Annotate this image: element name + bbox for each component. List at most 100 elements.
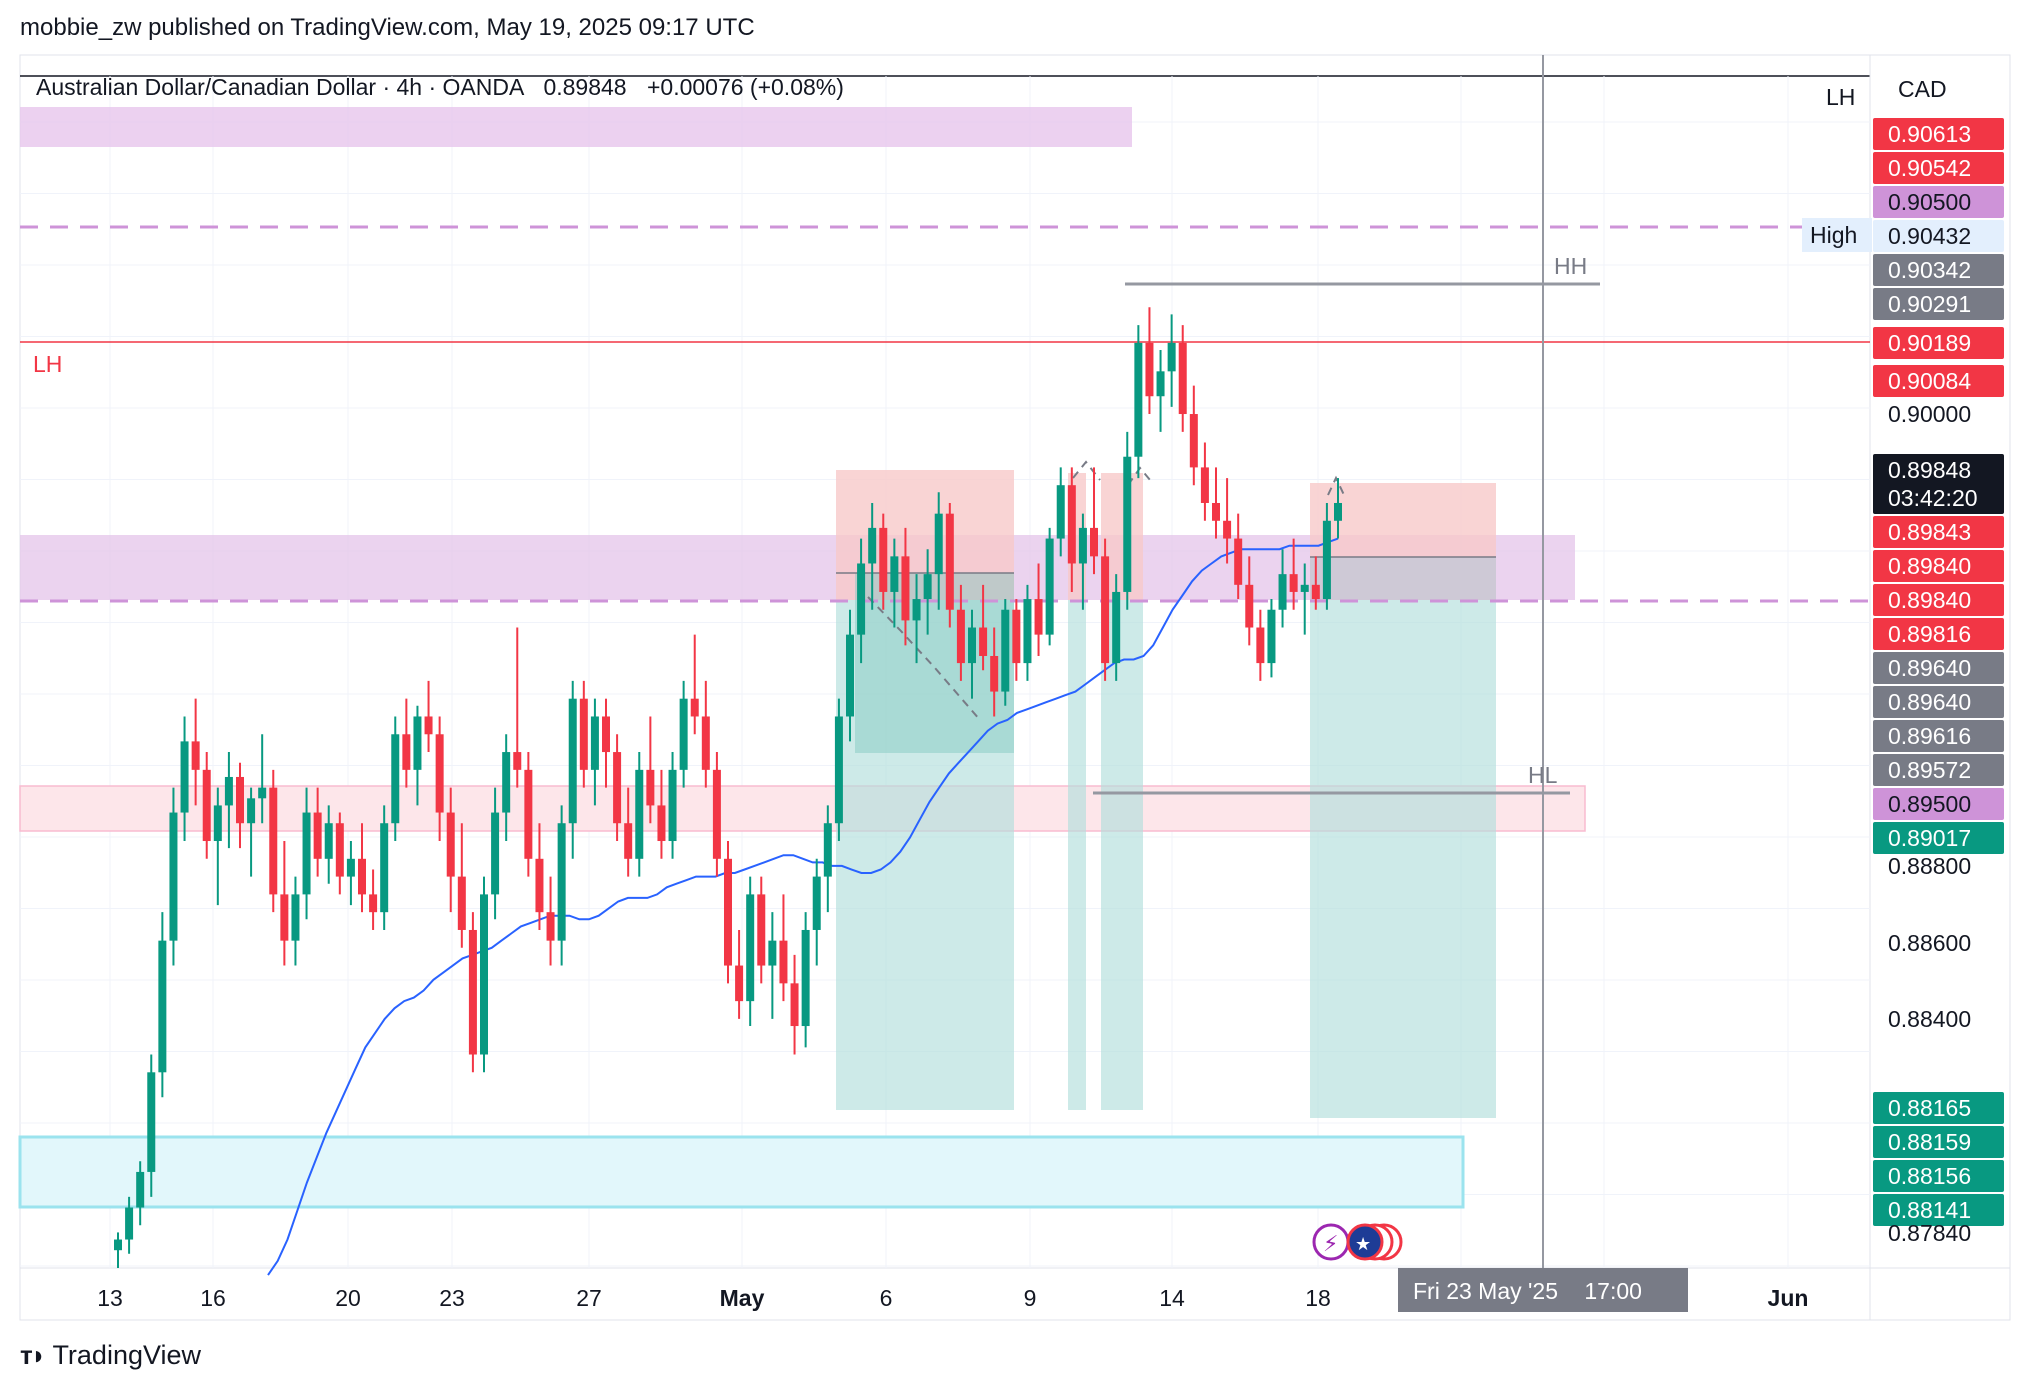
candle-body-32 <box>468 929 477 1055</box>
legend-change: +0.00076 (+0.08%) <box>647 74 844 100</box>
flag-icon-au[interactable] <box>1346 1223 1384 1261</box>
price-tag-bg-7 <box>1873 365 2004 397</box>
lightning-glyph: ⚡ <box>1323 1231 1338 1256</box>
price-tag-bg-4 <box>1873 254 2004 286</box>
tradingview-brand: TradingView <box>52 1340 202 1370</box>
price-tag-13: 0.89816 <box>1888 621 1971 647</box>
price-tag-14: 0.89640 <box>1888 655 1971 681</box>
candle-body-80 <box>1001 609 1010 692</box>
candle-body-100 <box>1223 520 1232 539</box>
price-tag-bg-11 <box>1873 550 2004 582</box>
candle-body-5 <box>169 812 178 941</box>
candle-body-26 <box>402 734 411 770</box>
projection-dash-4 <box>1327 475 1345 496</box>
currency-label: CAD <box>1898 76 1947 102</box>
flag-au-glyph: ★ <box>1355 1234 1371 1254</box>
event-icons[interactable]: ⚡ ★ <box>1312 1223 1403 1261</box>
candle-body-104 <box>1267 609 1276 664</box>
candle-body-91 <box>1123 456 1132 592</box>
legend-symbol: Australian Dollar/Canadian Dollar · 4h ·… <box>36 74 525 100</box>
candle-body-34 <box>491 812 500 895</box>
x-axis-ticks: 13 16 20 23 27 May 6 9 14 18 Jun <box>97 1285 1808 1311</box>
price-tag-3: 0.90432 <box>1888 223 1971 249</box>
candle-body-46 <box>624 823 633 859</box>
candle-body-77 <box>968 627 976 664</box>
price-tag-15: 0.89640 <box>1888 689 1971 715</box>
price-tag-bg-2 <box>1873 186 2004 218</box>
candle-body-16 <box>291 894 300 941</box>
x-tick-6: 6 <box>880 1285 893 1311</box>
position-2-target <box>1068 600 1086 1110</box>
candle-body-109 <box>1322 520 1331 600</box>
price-tag-bg-20 <box>1873 1092 2004 1124</box>
candle-body-14 <box>269 787 278 895</box>
price-tag-12: 0.89840 <box>1888 587 1971 613</box>
price-tag-bg-18 <box>1873 788 2004 820</box>
candle-body-97 <box>1189 414 1198 468</box>
price-tag-bg-3 <box>1873 220 2004 252</box>
candle-body-37 <box>524 769 533 859</box>
candle-body-87 <box>1078 527 1087 564</box>
candle-body-48 <box>646 769 655 806</box>
candle-body-94 <box>1156 371 1165 397</box>
candle-body-68 <box>868 527 877 564</box>
candle-body-106 <box>1289 574 1298 592</box>
price-tag-bg-9 <box>1873 482 2004 514</box>
candle-body-81 <box>1012 609 1021 664</box>
candle-body-74 <box>934 513 943 575</box>
candle-body-58 <box>757 894 766 966</box>
candle-body-63 <box>812 876 821 930</box>
candles-layer <box>114 307 1342 1268</box>
candle-body-33 <box>480 894 488 1055</box>
x-tick-1: 16 <box>200 1285 226 1311</box>
candle-body-95 <box>1167 342 1176 372</box>
x-tick-9: 18 <box>1305 1285 1331 1311</box>
candle-body-40 <box>557 823 566 941</box>
x-tick-3: 23 <box>439 1285 465 1311</box>
candle-body-42 <box>579 698 588 770</box>
x-tick-10: Jun <box>1768 1285 1809 1311</box>
candle-body-2 <box>136 1171 145 1208</box>
candle-body-105 <box>1278 574 1287 610</box>
price-tag-19: 0.89017 <box>1888 825 1971 851</box>
price-tag-22: 0.88156 <box>1888 1163 1971 1189</box>
x-tick-2: 20 <box>335 1285 361 1311</box>
x-tick-0: 13 <box>97 1285 123 1311</box>
tradingview-logo[interactable]: ᴛ◗ TradingView <box>20 1340 201 1371</box>
x-tick-4: 27 <box>576 1285 602 1311</box>
candle-body-71 <box>901 556 910 621</box>
candle-body-102 <box>1245 584 1254 628</box>
y-axis-ticks: 0.90000 0.88800 0.88600 0.88400 0.87840 <box>1888 401 1971 1246</box>
candle-body-65 <box>834 716 843 824</box>
candle-body-51 <box>679 698 688 770</box>
projection-dash-3 <box>1127 466 1151 486</box>
price-tag-bg-17 <box>1873 754 2004 786</box>
price-tag-bg-5 <box>1873 288 2004 320</box>
candle-body-31 <box>457 876 466 930</box>
candle-body-79 <box>990 655 999 692</box>
price-tag-bg-22 <box>1873 1160 2004 1192</box>
candle-body-28 <box>424 716 433 735</box>
candle-body-13 <box>258 787 267 799</box>
price-tag-10: 0.89843 <box>1888 519 1971 545</box>
candle-body-110 <box>1334 502 1342 521</box>
hh-label: HH <box>1554 253 1587 279</box>
legend-last: 0.89848 <box>543 74 626 100</box>
x-tick-8: 14 <box>1159 1285 1185 1311</box>
candle-body-9 <box>213 805 222 842</box>
candle-body-7 <box>191 741 200 770</box>
candle-body-88 <box>1090 527 1098 557</box>
candle-body-78 <box>979 627 988 656</box>
candle-body-93 <box>1145 342 1154 397</box>
x-tick-5: May <box>720 1285 765 1311</box>
price-tag-bg-12 <box>1873 584 2004 616</box>
candle-body-52 <box>690 698 699 717</box>
candle-body-57 <box>746 894 755 1002</box>
price-tag-bg-8 <box>1873 454 2004 486</box>
candle-body-101 <box>1234 538 1243 585</box>
candle-body-107 <box>1300 584 1309 592</box>
candle-body-10 <box>224 776 233 806</box>
candle-body-53 <box>701 716 710 770</box>
candle-body-50 <box>668 769 677 842</box>
